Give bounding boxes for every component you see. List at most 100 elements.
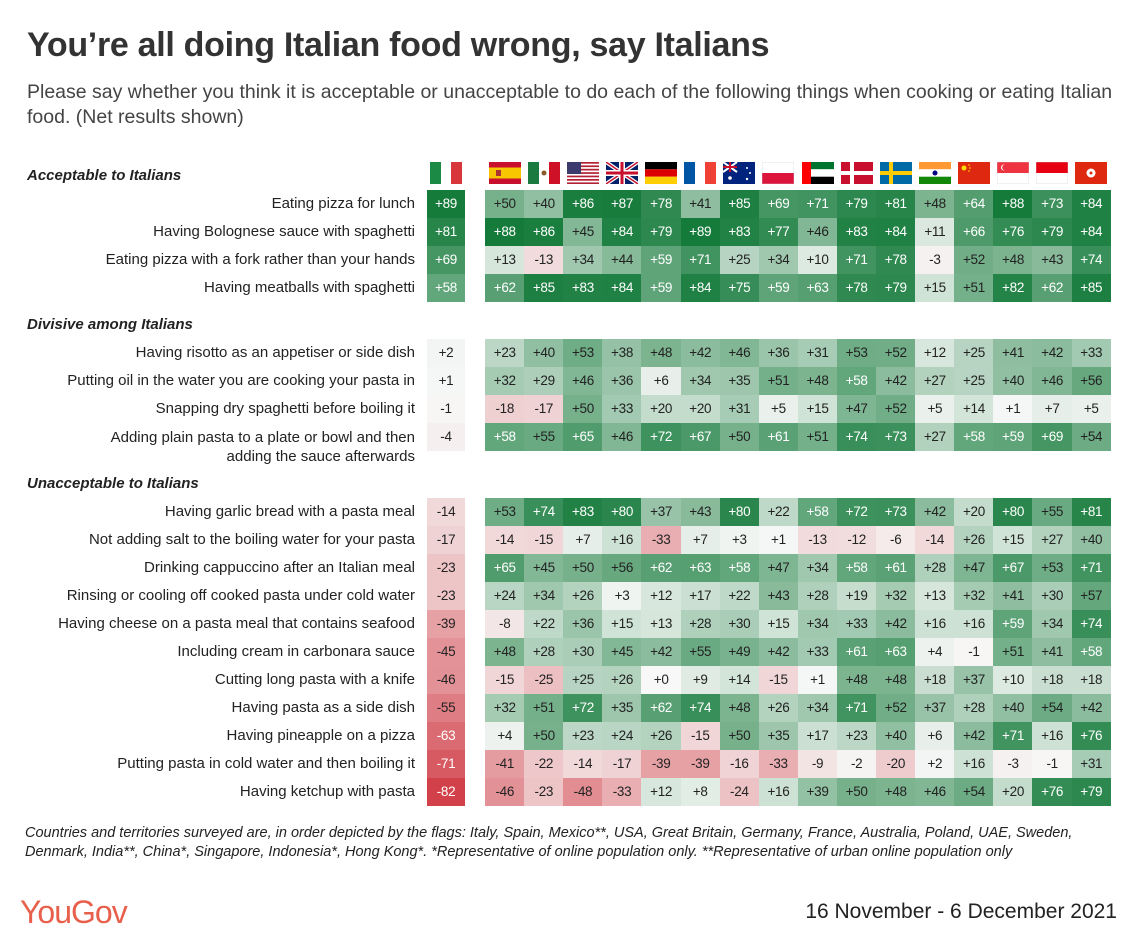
heatmap-cell: +16 bbox=[758, 778, 799, 806]
heatmap-cell: +5 bbox=[915, 395, 955, 423]
heatmap-cell: +34 bbox=[524, 582, 564, 610]
heatmap-cell: +72 bbox=[563, 694, 603, 722]
row-label: Snapping dry spaghetti before boiling it bbox=[155, 400, 415, 417]
heatmap-cell: +20 bbox=[680, 395, 720, 423]
heatmap-cell: +35 bbox=[758, 722, 799, 750]
heatmap-cell: +62 bbox=[485, 274, 525, 302]
heatmap-cell: +79 bbox=[641, 218, 681, 246]
heatmap-cell: +41 bbox=[680, 190, 720, 218]
heatmap-cell: +32 bbox=[876, 582, 916, 610]
heatmap-cell: +36 bbox=[758, 339, 799, 367]
heatmap-cell: +84 bbox=[680, 274, 720, 302]
heatmap-cell: -24 bbox=[719, 778, 760, 806]
heatmap-cell: +48 bbox=[876, 666, 916, 694]
heatmap-cell: +75 bbox=[719, 274, 760, 302]
heatmap-cell: +43 bbox=[1032, 246, 1072, 274]
heatmap-cell: +72 bbox=[641, 423, 681, 451]
heatmap-cell: -13 bbox=[797, 526, 838, 554]
heatmap-cell: +1 bbox=[993, 395, 1033, 423]
row-label: Having ketchup with pasta bbox=[239, 783, 415, 800]
row-label-line: Adding plain pasta to a plate or bowl an… bbox=[110, 429, 415, 446]
heatmap-cell: +37 bbox=[954, 666, 994, 694]
heatmap-cell: +16 bbox=[954, 750, 994, 778]
heatmap-cell: +24 bbox=[485, 582, 525, 610]
heatmap-cell: +13 bbox=[641, 610, 681, 638]
table-row: Adding plain pasta to a plate or bowl an… bbox=[0, 423, 1139, 467]
table-row: Eating pizza with a fork rather than you… bbox=[0, 246, 1139, 274]
heatmap-cell: -82 bbox=[427, 778, 465, 806]
heatmap-cell: +59 bbox=[641, 274, 681, 302]
table-row: Including cream in carbonara sauce -45 +48… bbox=[0, 638, 1139, 666]
heatmap-cell: -14 bbox=[485, 526, 525, 554]
heatmap-cell: +13 bbox=[915, 582, 955, 610]
heatmap-cell: +31 bbox=[719, 395, 760, 423]
heatmap-cell: +33 bbox=[1071, 339, 1111, 367]
heatmap-cell: +62 bbox=[641, 554, 681, 582]
heatmap-cell: +20 bbox=[641, 395, 681, 423]
heatmap-cell: +48 bbox=[485, 638, 525, 666]
heatmap-cell: +26 bbox=[641, 722, 681, 750]
survey-dates: 16 November - 6 December 2021 bbox=[805, 900, 1117, 923]
heatmap-cell: +12 bbox=[641, 778, 681, 806]
france-flag-icon bbox=[684, 162, 717, 184]
heatmap-cell: +38 bbox=[602, 339, 642, 367]
heatmap-cell: +79 bbox=[876, 274, 916, 302]
heatmap-cell: +58 bbox=[719, 554, 760, 582]
heatmap-cell: +44 bbox=[602, 246, 642, 274]
heatmap-cell: +58 bbox=[836, 554, 877, 582]
italy-flag-icon bbox=[430, 162, 462, 184]
heatmap-cell: +32 bbox=[954, 582, 994, 610]
heatmap-cell: +32 bbox=[485, 367, 525, 395]
heatmap-cell: +81 bbox=[427, 218, 465, 246]
heatmap-cell: +40 bbox=[1071, 526, 1111, 554]
table-row: Snapping dry spaghetti before boiling it… bbox=[0, 395, 1139, 423]
heatmap-cell: -39 bbox=[680, 750, 720, 778]
heatmap-cell: -33 bbox=[641, 526, 681, 554]
heatmap-cell: +89 bbox=[680, 218, 720, 246]
heatmap-cell: +71 bbox=[836, 246, 877, 274]
heatmap-cell: +34 bbox=[1032, 610, 1072, 638]
heatmap-cell: +42 bbox=[954, 722, 994, 750]
heatmap-cell: +71 bbox=[1071, 554, 1111, 582]
heatmap-cell: -22 bbox=[524, 750, 564, 778]
heatmap-cell: +88 bbox=[993, 190, 1033, 218]
heatmap-cell: +58 bbox=[797, 498, 838, 526]
heatmap-cell: -15 bbox=[758, 666, 799, 694]
table-row: Having Bolognese sauce with spaghetti +81… bbox=[0, 218, 1139, 246]
heatmap-cell: +40 bbox=[524, 339, 564, 367]
heatmap-cell: +4 bbox=[915, 638, 955, 666]
heatmap-cell: +63 bbox=[680, 554, 720, 582]
heatmap-cell: +28 bbox=[915, 554, 955, 582]
chart-title: You’re all doing Italian food wrong, say… bbox=[27, 26, 770, 64]
heatmap-cell: +79 bbox=[1071, 778, 1111, 806]
heatmap-cell: +69 bbox=[427, 246, 465, 274]
table-row: Drinking cappuccino after an Italian mea… bbox=[0, 554, 1139, 582]
heatmap-cell: +33 bbox=[836, 610, 877, 638]
heatmap-cell: +74 bbox=[1071, 610, 1111, 638]
heatmap-cell: +74 bbox=[836, 423, 877, 451]
heatmap-cell: -17 bbox=[524, 395, 564, 423]
heatmap-cell: +52 bbox=[876, 395, 916, 423]
heatmap-cell: +58 bbox=[954, 423, 994, 451]
heatmap-cell: +6 bbox=[641, 367, 681, 395]
heatmap-cell: +61 bbox=[836, 638, 877, 666]
table-row: Having ketchup with pasta -82 -46 -23 -48 -33… bbox=[0, 778, 1139, 806]
heatmap-cell: +71 bbox=[836, 694, 877, 722]
heatmap-cell: +52 bbox=[876, 694, 916, 722]
heatmap-cell: +84 bbox=[1071, 218, 1111, 246]
section-header-row: Divisive among Italians bbox=[0, 311, 1139, 339]
heatmap-cell: +34 bbox=[758, 246, 799, 274]
heatmap-cell: +26 bbox=[602, 666, 642, 694]
heatmap-cell: +49 bbox=[719, 638, 760, 666]
heatmap-cell: +56 bbox=[602, 554, 642, 582]
heatmap-cell: +25 bbox=[954, 339, 994, 367]
germany-flag-icon bbox=[645, 162, 678, 184]
heatmap-cell: +23 bbox=[485, 339, 525, 367]
table-row: Rinsing or cooling off cooked pasta unde… bbox=[0, 582, 1139, 610]
heatmap-cell: +22 bbox=[758, 498, 799, 526]
heatmap-cell: +20 bbox=[993, 778, 1033, 806]
heatmap-cell: +55 bbox=[524, 423, 564, 451]
heatmap-cell: +30 bbox=[719, 610, 760, 638]
heatmap-cell: -39 bbox=[641, 750, 681, 778]
heatmap-cell: +2 bbox=[427, 339, 465, 367]
